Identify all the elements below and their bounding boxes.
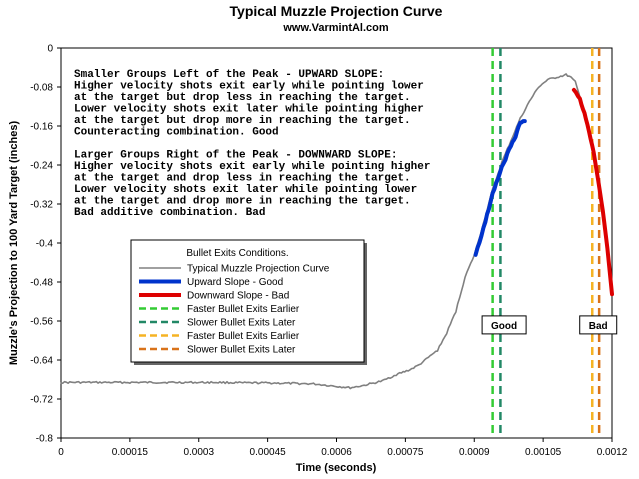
marker-box (481, 315, 527, 335)
x-tick-label: 0.0012 (597, 447, 628, 458)
annotation-line: Lower velocity shots exit later while po… (74, 184, 417, 196)
exit-time-lines (491, 48, 601, 438)
annotation-line: Smaller Groups Left of the Peak - UPWARD… (74, 69, 384, 81)
x-tick-label: 0.0006 (321, 447, 352, 458)
x-axis: 0 0.00015 0.0003 0.00045 0.0006 0.00075 0.0009… (58, 438, 628, 458)
legend-box (130, 239, 365, 363)
annotation-line: at the target but drop less in reaching … (74, 92, 411, 104)
legend-title: Bullet Exits Conditions. (186, 248, 288, 259)
y-tick-label: -0.16 (30, 122, 53, 133)
annotation-line: Bad additive combination. Bad (74, 207, 265, 219)
legend-entry: Faster Bullet Exits Earlier (187, 331, 300, 342)
legend: Bullet Exits Conditions. Typical Muzzle P… (130, 239, 367, 365)
series-line (60, 73, 613, 390)
y-tick-label: 0 (47, 44, 53, 55)
chart-subtitle: www.VarmintAl.com (282, 22, 389, 34)
y-tick-label: -0.8 (36, 434, 54, 445)
legend-entry: Upward Slope - Good (187, 277, 283, 288)
marker-label: Good (491, 321, 517, 332)
legend-entry: Faster Bullet Exits Earlier (187, 304, 300, 315)
annotation-text: Smaller Groups Left of the Peak - UPWARD… (74, 69, 430, 219)
x-tick-label: 0.0003 (183, 447, 214, 458)
x-tick-label: 0.00045 (250, 447, 287, 458)
marker-label: Bad (589, 321, 608, 332)
y-tick-label: -0.08 (30, 83, 53, 94)
y-tick-label: -0.32 (30, 200, 53, 211)
annotation-line: at the target and drop less in reaching … (74, 173, 411, 185)
y-tick-label: -0.56 (30, 317, 53, 328)
x-axis-label: Time (seconds) (296, 462, 377, 474)
legend-entry: Downward Slope - Bad (187, 291, 289, 302)
annotation-line: at the target but drop more in reaching … (74, 115, 411, 127)
x-tick-label: 0.00105 (525, 447, 562, 458)
chart-title: Typical Muzzle Projection Curve (230, 3, 443, 19)
y-tick-label: -0.24 (30, 161, 53, 172)
y-axis: 0 -0.08 -0.16 -0.24 -0.32 -0.4 -0.48 -0.56 -0.64… (30, 44, 61, 445)
series-line (571, 87, 614, 297)
marker-labels: Good Bad (481, 315, 618, 335)
y-axis-label: Muzzle's Projection to 100 Yard Target (… (8, 121, 20, 366)
series-layer (60, 73, 614, 390)
annotation-line: Larger Groups Right of the Peak - DOWNWA… (74, 150, 397, 162)
x-tick-label: 0 (58, 447, 64, 458)
legend-entry: Typical Muzzle Projection Curve (187, 264, 330, 275)
x-tick-label: 0.0009 (459, 447, 490, 458)
y-tick-label: -0.72 (30, 395, 53, 406)
annotation-line: Counteracting combination. Good (74, 127, 279, 139)
series-line (473, 119, 527, 257)
annotation-line: at the target and drop more in reaching … (74, 196, 411, 208)
x-tick-label: 0.00015 (112, 447, 149, 458)
x-tick-label: 0.00075 (387, 447, 424, 458)
annotation-line: Higher velocity shots exit early while p… (74, 81, 424, 93)
y-tick-label: -0.4 (36, 239, 54, 250)
legend-entry: Slower Bullet Exits Later (187, 345, 296, 356)
legend-entry: Slower Bullet Exits Later (187, 318, 296, 329)
annotation-line: Lower velocity shots exit later while po… (74, 104, 424, 116)
annotation-line: Higher velocity shots exit early while p… (74, 161, 430, 173)
y-tick-label: -0.48 (30, 278, 53, 289)
y-tick-label: -0.64 (30, 356, 53, 367)
marker-box (579, 315, 618, 335)
